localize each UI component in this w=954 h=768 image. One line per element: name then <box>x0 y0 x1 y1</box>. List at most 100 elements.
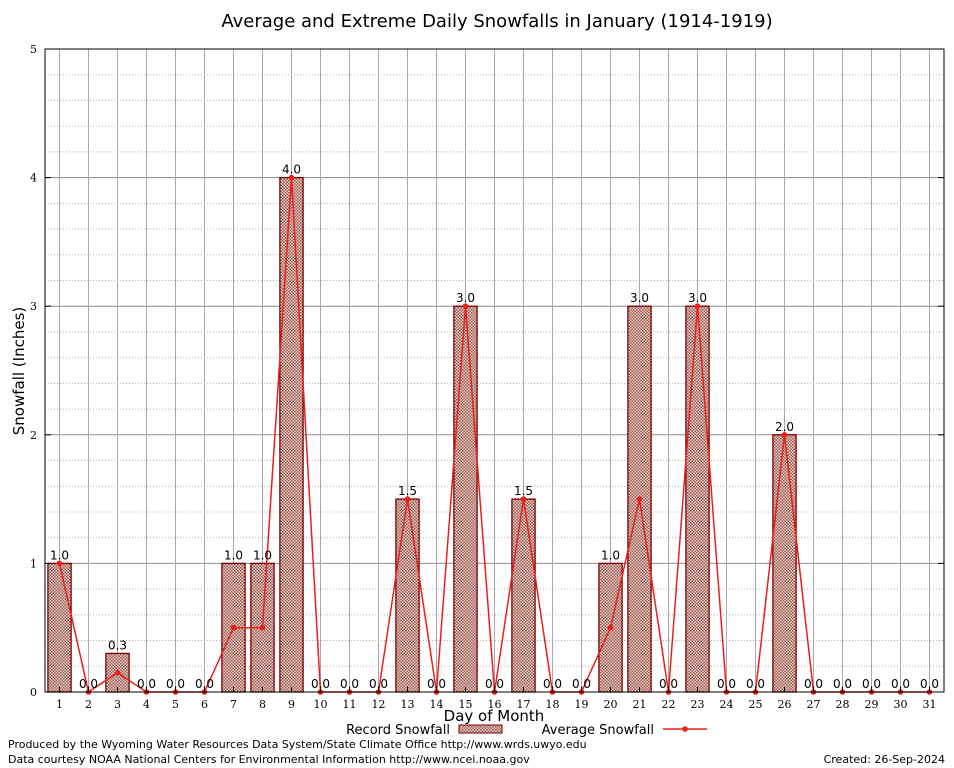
y-tick-label: 5 <box>30 43 37 56</box>
x-tick-label: 9 <box>288 698 295 711</box>
bar-day-15 <box>453 305 478 693</box>
y-tick-label: 3 <box>30 300 37 313</box>
data-label-day-27: 0.0 <box>804 677 823 691</box>
x-tick-label: 13 <box>401 698 415 711</box>
data-label-day-5: 0.0 <box>166 677 185 691</box>
x-tick-label: 24 <box>720 698 734 711</box>
data-label-day-17: 1.5 <box>514 484 533 498</box>
average-point-day-26 <box>781 432 788 438</box>
data-label-day-16: 0.0 <box>485 677 504 691</box>
average-point-day-17 <box>520 496 527 502</box>
data-label-day-18: 0.0 <box>543 677 562 691</box>
data-label-day-26: 2.0 <box>775 420 794 434</box>
data-label-day-30: 0.0 <box>891 677 910 691</box>
data-label-day-28: 0.0 <box>833 677 852 691</box>
footer-produced-by: Produced by the Wyoming Water Resources … <box>8 738 587 751</box>
x-tick-label: 1 <box>56 698 63 711</box>
x-tick-label: 25 <box>749 698 763 711</box>
x-tick-label: 21 <box>633 698 647 711</box>
x-tick-label: 23 <box>691 698 705 711</box>
bar-day-1 <box>47 562 72 693</box>
x-tick-label: 6 <box>201 698 208 711</box>
data-label-day-4: 0.0 <box>137 677 156 691</box>
data-label-day-10: 0.0 <box>311 677 330 691</box>
x-tick-label: 29 <box>865 698 879 711</box>
y-tick-label: 4 <box>30 172 37 185</box>
average-point-day-8 <box>259 624 266 631</box>
bar-day-26 <box>772 434 797 693</box>
average-point-day-3 <box>114 669 121 676</box>
average-point-day-21 <box>636 496 643 502</box>
footer-courtesy: Data courtesy NOAA National Centers for … <box>8 753 530 766</box>
data-label-day-20: 1.0 <box>601 548 620 562</box>
average-point-day-20 <box>607 624 614 631</box>
bar-day-17 <box>511 498 536 693</box>
x-tick-label: 2 <box>85 698 92 711</box>
data-label-day-24: 0.0 <box>717 677 736 691</box>
average-point-day-7 <box>230 624 237 631</box>
average-point-day-9 <box>288 174 295 181</box>
legend-record-swatch <box>458 724 503 734</box>
x-tick-label: 22 <box>662 698 676 711</box>
x-tick-label: 15 <box>459 698 473 711</box>
data-label-day-1: 1.0 <box>50 548 69 562</box>
y-tick-label: 2 <box>30 429 37 442</box>
average-point-day-1 <box>56 560 63 567</box>
data-labels: 1.0 0.0 0.3 0.0 0.0 0.0 1.0 1.0 4.0 0.0 0.0 0.0 1.5 0… <box>50 163 939 691</box>
x-tick-label: 11 <box>343 698 357 711</box>
x-tick-label: 5 <box>172 698 179 711</box>
footer-created: Created: 26-Sep-2024 <box>824 753 945 766</box>
bar-day-9 <box>279 176 304 693</box>
x-tick-label: 8 <box>259 698 266 711</box>
bars <box>47 176 942 693</box>
data-label-day-2: 0.0 <box>79 677 98 691</box>
data-label-day-3: 0.3 <box>108 638 127 652</box>
data-label-day-11: 0.0 <box>340 677 359 691</box>
data-label-day-29: 0.0 <box>862 677 881 691</box>
x-tick-label: 3 <box>114 698 121 711</box>
x-tick-label: 30 <box>894 698 908 711</box>
grid <box>45 48 944 693</box>
x-tick-label: 19 <box>575 698 589 711</box>
x-tick-label: 12 <box>372 698 386 711</box>
data-label-day-21: 3.0 <box>630 291 649 305</box>
legend: Record Snowfall Average Snowfall <box>346 723 707 738</box>
x-tick-label: 17 <box>517 698 531 711</box>
x-tick-label: 26 <box>778 698 792 711</box>
data-label-day-13: 1.5 <box>398 484 417 498</box>
data-label-day-12: 0.0 <box>369 677 388 691</box>
data-label-day-8: 1.0 <box>253 548 272 562</box>
x-tick-label: 18 <box>546 698 560 711</box>
data-label-day-15: 3.0 <box>456 291 475 305</box>
data-label-day-25: 0.0 <box>746 677 765 691</box>
y-tick-label: 0 <box>30 686 37 699</box>
x-tick-label: 31 <box>923 698 937 711</box>
legend-record-label: Record Snowfall <box>346 723 450 738</box>
average-point-day-13 <box>404 496 411 502</box>
legend-average-label: Average Snowfall <box>542 723 654 738</box>
legend-average-marker <box>682 726 688 732</box>
x-tick-label: 4 <box>143 698 150 711</box>
x-tick-label: 20 <box>604 698 618 711</box>
x-tick-label: 16 <box>488 698 502 711</box>
x-tick-label: 10 <box>314 698 328 711</box>
x-tick-label: 7 <box>230 698 237 711</box>
data-label-day-7: 1.0 <box>224 548 243 562</box>
x-tick-label: 14 <box>430 698 444 711</box>
data-label-day-19: 0.0 <box>572 677 591 691</box>
y-tick-label: 1 <box>30 557 37 570</box>
data-label-day-6: 0.0 <box>195 677 214 691</box>
data-label-day-22: 0.0 <box>659 677 678 691</box>
data-label-day-14: 0.0 <box>427 677 446 691</box>
x-tick-label: 28 <box>836 698 850 711</box>
data-label-day-31: 0.0 <box>920 677 939 691</box>
bar-day-13 <box>395 498 420 693</box>
data-label-day-9: 4.0 <box>282 163 301 177</box>
x-axis-label: Day of Month <box>444 707 545 725</box>
y-axis-label: Snowfall (Inches) <box>10 307 28 435</box>
x-tick-label: 27 <box>807 698 821 711</box>
average-point-day-23 <box>694 303 701 310</box>
chart-title: Average and Extreme Daily Snowfalls in J… <box>221 11 772 32</box>
